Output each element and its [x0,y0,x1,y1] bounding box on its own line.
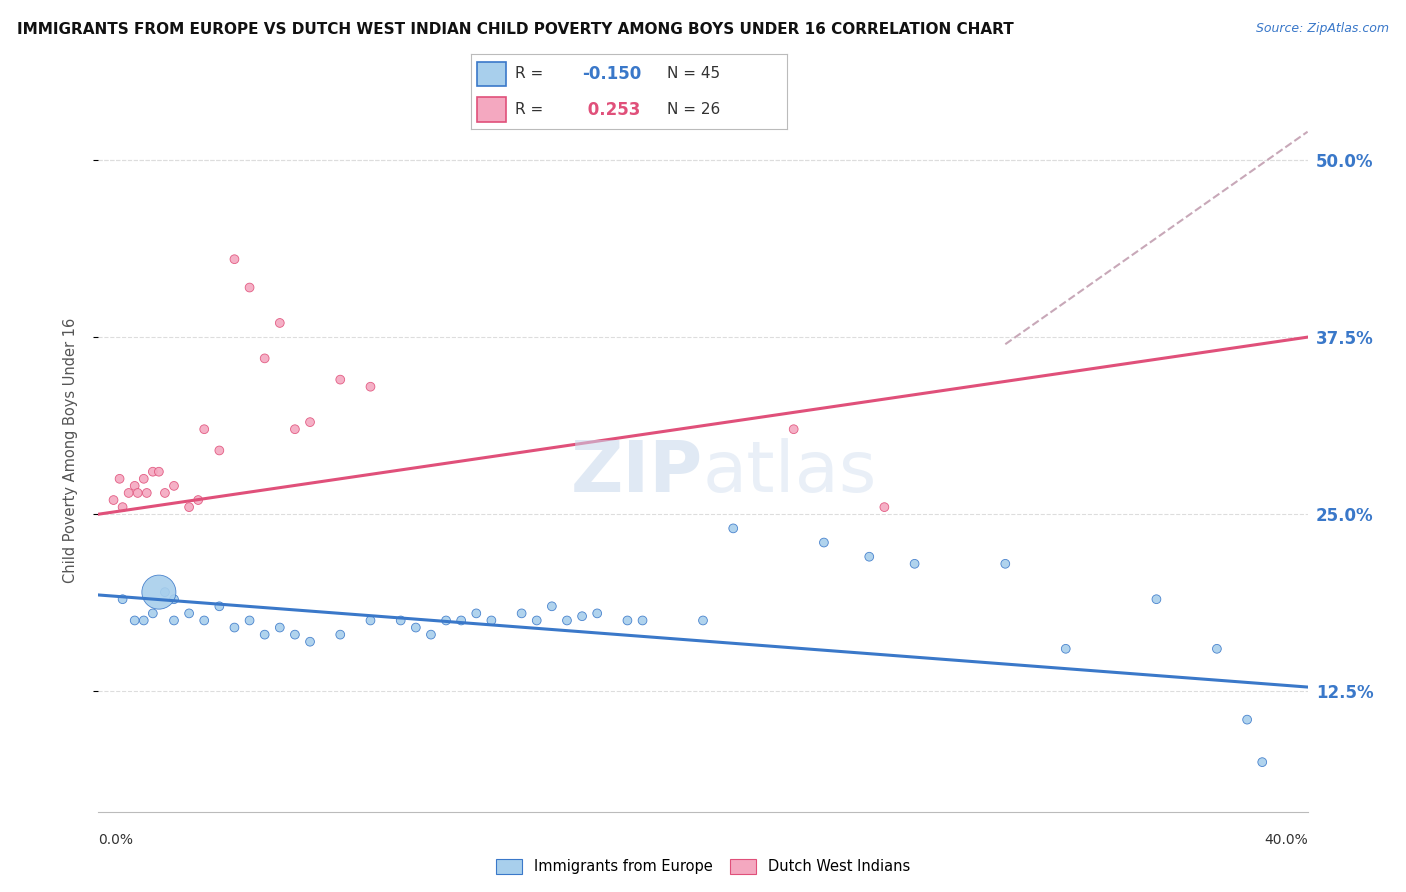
Point [360,380,382,394]
Point [904,557,927,571]
Point [434,614,457,628]
Point [994,557,1017,571]
Point [540,599,562,614]
Point [118,486,141,500]
Point [692,614,714,628]
Text: ZIP: ZIP [571,438,703,507]
Point [510,607,533,621]
Point [108,472,131,486]
Y-axis label: Child Poverty Among Boys Under 16: Child Poverty Among Boys Under 16 [63,318,77,583]
Point [142,465,165,479]
Point [405,621,427,635]
Point [858,549,880,564]
Point [571,609,593,624]
Point [127,486,149,500]
Point [723,521,745,535]
Point [179,500,201,515]
Point [132,472,155,486]
Text: R =: R = [516,102,548,117]
Point [187,493,209,508]
Point [111,592,134,607]
Point [224,252,246,267]
Point [450,614,472,628]
Point [299,634,322,648]
Point [239,614,262,628]
Text: N = 26: N = 26 [668,102,720,117]
Point [269,621,291,635]
Point [153,585,176,599]
Point [555,614,578,628]
Point [813,535,835,549]
Point [284,627,307,641]
Point [193,614,215,628]
Text: -0.150: -0.150 [582,65,641,83]
Point [142,607,165,621]
Legend: Immigrants from Europe, Dutch West Indians: Immigrants from Europe, Dutch West India… [491,853,915,880]
Point [224,621,246,635]
Point [299,415,322,429]
Point [329,627,352,641]
Point [111,500,134,515]
Point [329,373,352,387]
Point [208,599,231,614]
Point [1236,713,1258,727]
Point [103,493,125,508]
Text: R =: R = [516,67,548,81]
Text: N = 45: N = 45 [668,67,720,81]
Text: 40.0%: 40.0% [1264,833,1308,847]
Point [873,500,896,515]
Text: Source: ZipAtlas.com: Source: ZipAtlas.com [1256,22,1389,36]
Point [124,614,146,628]
FancyBboxPatch shape [478,97,506,122]
Point [269,316,291,330]
Point [631,614,654,628]
Point [148,465,170,479]
Point [586,607,609,621]
Point [208,443,231,458]
Point [163,479,186,493]
Text: IMMIGRANTS FROM EUROPE VS DUTCH WEST INDIAN CHILD POVERTY AMONG BOYS UNDER 16 CO: IMMIGRANTS FROM EUROPE VS DUTCH WEST IND… [17,22,1014,37]
Point [616,614,638,628]
Point [360,614,382,628]
Point [526,614,548,628]
Point [1251,755,1274,769]
Point [163,592,186,607]
Point [253,351,276,366]
Point [1144,592,1167,607]
Point [135,486,157,500]
Point [148,585,170,599]
Point [193,422,215,436]
Point [179,607,201,621]
Point [465,607,488,621]
Point [239,280,262,294]
Point [124,479,146,493]
Text: 0.0%: 0.0% [98,833,134,847]
Point [389,614,412,628]
Point [132,614,155,628]
Point [153,486,176,500]
Point [783,422,806,436]
Point [163,614,186,628]
FancyBboxPatch shape [478,62,506,87]
Point [481,614,503,628]
Point [1206,641,1229,656]
Point [1054,641,1077,656]
Point [420,627,443,641]
Text: 0.253: 0.253 [582,101,640,119]
Point [284,422,307,436]
Text: atlas: atlas [703,438,877,507]
Point [253,627,276,641]
